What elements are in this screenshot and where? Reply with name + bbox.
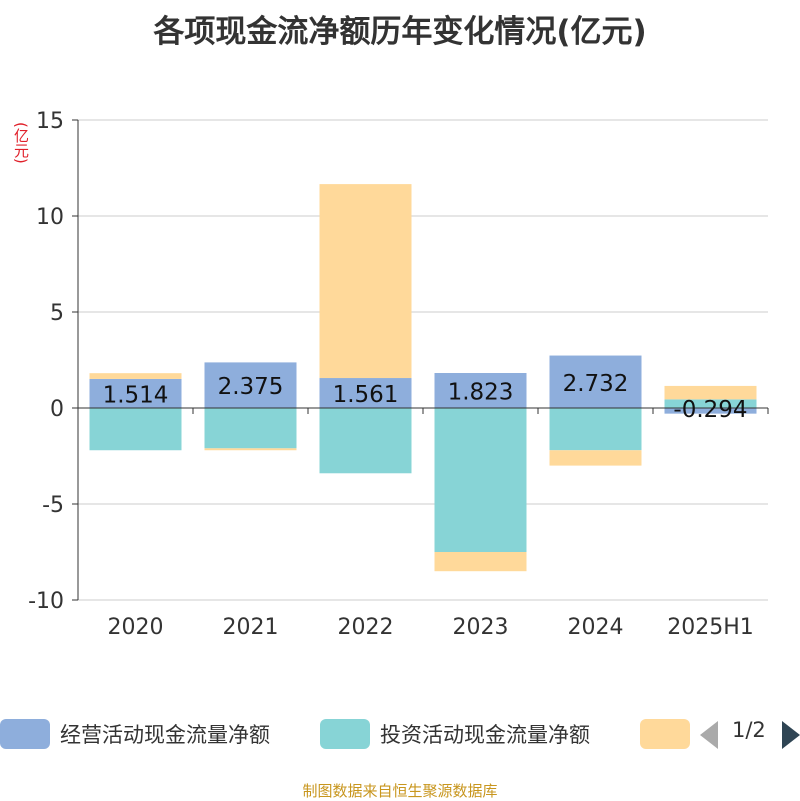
legend-next-page-icon[interactable] [782, 721, 800, 749]
y-tick-label: -10 [28, 589, 64, 614]
data-label-2025H1: -0.294 [673, 397, 747, 423]
x-tick-label: 2022 [338, 615, 394, 640]
bar-series2-2023[interactable] [434, 552, 527, 572]
y-tick-label: 15 [36, 109, 64, 134]
bar-series1-2021[interactable] [204, 408, 297, 449]
y-tick-label: 10 [36, 205, 64, 230]
bar-series0-2021[interactable] [204, 362, 297, 408]
chart-title: 各项现金流净额历年变化情况(亿元) [153, 14, 647, 50]
legend-item-operating[interactable]: 经营活动现金流量净额 [0, 716, 270, 752]
chart-plot: -10 -5 0 5 10 15 2020 2021 2022 2023 2024 2025H1 1.… [28, 109, 769, 640]
y-axis-unit: (亿元) [12, 122, 30, 164]
legend-page-indicator: 1/2 [732, 718, 766, 742]
bar-series0-2024[interactable] [549, 355, 642, 408]
bar-series2-2020[interactable] [89, 373, 182, 379]
legend-swatch-investing [320, 719, 370, 749]
bar-series2-2025H1[interactable] [664, 385, 757, 400]
bar-series2-2022[interactable] [319, 184, 412, 379]
legend-item-investing[interactable]: 投资活动现金流量净额 [320, 716, 590, 752]
legend-swatch-third [640, 719, 690, 749]
data-label-2021: 2.375 [218, 374, 284, 400]
data-label-2024: 2.732 [563, 371, 629, 397]
bar-series0-2025H1[interactable] [664, 408, 757, 414]
x-tick-label: 2020 [108, 615, 164, 640]
bar-series0-2020[interactable] [89, 378, 182, 408]
data-label-2023: 1.823 [448, 379, 514, 405]
bar-series1-2022[interactable] [319, 408, 412, 474]
legend-label-operating: 经营活动现金流量净额 [60, 723, 270, 747]
y-tick-label: 5 [50, 301, 64, 326]
bar-series1-2023[interactable] [434, 408, 527, 552]
legend-label-investing: 投资活动现金流量净额 [380, 723, 590, 747]
x-tick-label: 2023 [453, 615, 509, 640]
data-label-2020: 1.514 [103, 382, 169, 408]
bar-series1-2025H1[interactable] [664, 399, 757, 408]
bar-series1-2020[interactable] [89, 408, 182, 451]
data-label-2022: 1.561 [333, 382, 399, 408]
y-tick-label: -5 [42, 493, 64, 518]
legend-item-third[interactable] [640, 716, 700, 752]
x-tick-label: 2025H1 [667, 615, 754, 640]
legend-prev-page-icon[interactable] [700, 721, 718, 749]
legend-swatch-operating [0, 719, 50, 749]
bar-series1-2024[interactable] [549, 408, 642, 451]
x-tick-label: 2021 [223, 615, 279, 640]
bar-series0-2022[interactable] [319, 378, 412, 408]
bar-series0-2023[interactable] [434, 372, 527, 408]
bar-series2-2024[interactable] [549, 450, 642, 466]
source-note: 制图数据来自恒生聚源数据库 [302, 782, 498, 800]
bar-series2-2021[interactable] [204, 448, 297, 451]
y-tick-label: 0 [50, 397, 64, 422]
x-tick-label: 2024 [568, 615, 624, 640]
